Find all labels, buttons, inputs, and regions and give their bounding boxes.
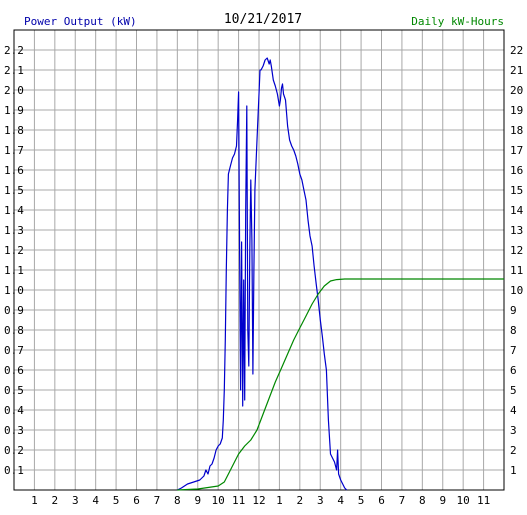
x-tick-label: 3 bbox=[317, 494, 324, 507]
left-axis-label: Power Output (kW) bbox=[24, 15, 137, 28]
y-right-tick-label: 5 bbox=[510, 384, 517, 397]
x-tick-label: 8 bbox=[419, 494, 426, 507]
y-left-tick-label: 1.8 bbox=[4, 124, 24, 137]
y-right-tick-label: 2 bbox=[510, 444, 517, 457]
y-right-tick-label: 3 bbox=[510, 424, 517, 437]
y-left-tick-label: 1.1 bbox=[4, 264, 24, 277]
x-tick-label: 11 bbox=[232, 494, 245, 507]
chart-title: 10/21/2017 bbox=[224, 12, 302, 27]
y-left-tick-label: 2.0 bbox=[4, 84, 24, 97]
x-tick-label: 2 bbox=[297, 494, 304, 507]
y-right-tick-label: 4 bbox=[510, 404, 517, 417]
x-tick-label: 5 bbox=[358, 494, 365, 507]
x-tick-label: 1 bbox=[31, 494, 38, 507]
y-left-tick-label: 2.2 bbox=[4, 44, 24, 57]
x-tick-label: 2 bbox=[52, 494, 59, 507]
y-right-tick-label: 9 bbox=[510, 304, 517, 317]
y-right-tick-label: 12 bbox=[510, 244, 523, 257]
x-tick-label: 10 bbox=[457, 494, 470, 507]
y-left-tick-label: 0.6 bbox=[4, 364, 24, 377]
y-left-tick-label: 1.2 bbox=[4, 244, 24, 257]
y-right-tick-label: 15 bbox=[510, 184, 523, 197]
right-axis-label: Daily kW-Hours bbox=[411, 15, 504, 28]
x-tick-label: 3 bbox=[72, 494, 79, 507]
x-tick-label: 6 bbox=[378, 494, 385, 507]
x-tick-label: 9 bbox=[194, 494, 201, 507]
y-left-tick-label: 0.7 bbox=[4, 344, 24, 357]
y-left-tick-label: 0.5 bbox=[4, 384, 24, 397]
y-right-tick-label: 11 bbox=[510, 264, 523, 277]
y-left-tick-label: 1.6 bbox=[4, 164, 24, 177]
x-tick-label: 1 bbox=[276, 494, 283, 507]
x-tick-label: 11 bbox=[477, 494, 490, 507]
series-layer bbox=[177, 57, 504, 491]
x-tick-label: 6 bbox=[133, 494, 140, 507]
x-tick-label: 4 bbox=[92, 494, 99, 507]
x-tick-label: 5 bbox=[113, 494, 120, 507]
y-right-tick-label: 18 bbox=[510, 124, 523, 137]
x-tick-label: 7 bbox=[399, 494, 406, 507]
y-right-tick-label: 6 bbox=[510, 364, 517, 377]
y-left-tick-label: 1.3 bbox=[4, 224, 24, 237]
y-right-tick-label: 14 bbox=[510, 204, 524, 217]
y-right-tick-label: 10 bbox=[510, 284, 523, 297]
y-right-tick-label: 22 bbox=[510, 44, 523, 57]
y-right-tick-label: 17 bbox=[510, 144, 523, 157]
y-left-tick-label: 1.9 bbox=[4, 104, 24, 117]
y-left-tick-label: 1.7 bbox=[4, 144, 24, 157]
y-right-tick-label: 1 bbox=[510, 464, 517, 477]
y-left-tick-label: 0.1 bbox=[4, 464, 24, 477]
y-left-tick-label: 0.2 bbox=[4, 444, 24, 457]
y-left-tick-label: 0.9 bbox=[4, 304, 24, 317]
y-right-tick-label: 8 bbox=[510, 324, 517, 337]
y-right-tick-label: 21 bbox=[510, 64, 523, 77]
y-left-tick-label: 1.4 bbox=[4, 204, 24, 217]
x-tick-label: 12 bbox=[252, 494, 265, 507]
label-layer: 1 2 3 4 5 6 7 8 9 10 11 12 1 2 3 4 5 6 7 8 9 10 110.10.20.30.4… bbox=[4, 44, 524, 507]
y-left-tick-label: 2.1 bbox=[4, 64, 24, 77]
x-tick-label: 4 bbox=[337, 494, 344, 507]
y-right-tick-label: 13 bbox=[510, 224, 523, 237]
y-left-tick-label: 0.3 bbox=[4, 424, 24, 437]
y-right-tick-label: 7 bbox=[510, 344, 517, 357]
x-tick-label: 7 bbox=[154, 494, 161, 507]
y-left-tick-label: 1.5 bbox=[4, 184, 24, 197]
x-tick-label: 10 bbox=[212, 494, 225, 507]
y-left-tick-label: 0.4 bbox=[4, 404, 24, 417]
y-right-tick-label: 20 bbox=[510, 84, 523, 97]
x-tick-label: 9 bbox=[439, 494, 446, 507]
y-right-tick-label: 16 bbox=[510, 164, 523, 177]
y-left-tick-label: 0.8 bbox=[4, 324, 24, 337]
y-right-tick-label: 19 bbox=[510, 104, 523, 117]
y-left-tick-label: 1.0 bbox=[4, 284, 24, 297]
plot-frame bbox=[13, 29, 505, 491]
x-tick-label: 8 bbox=[174, 494, 181, 507]
daily-energy-line bbox=[177, 278, 504, 491]
